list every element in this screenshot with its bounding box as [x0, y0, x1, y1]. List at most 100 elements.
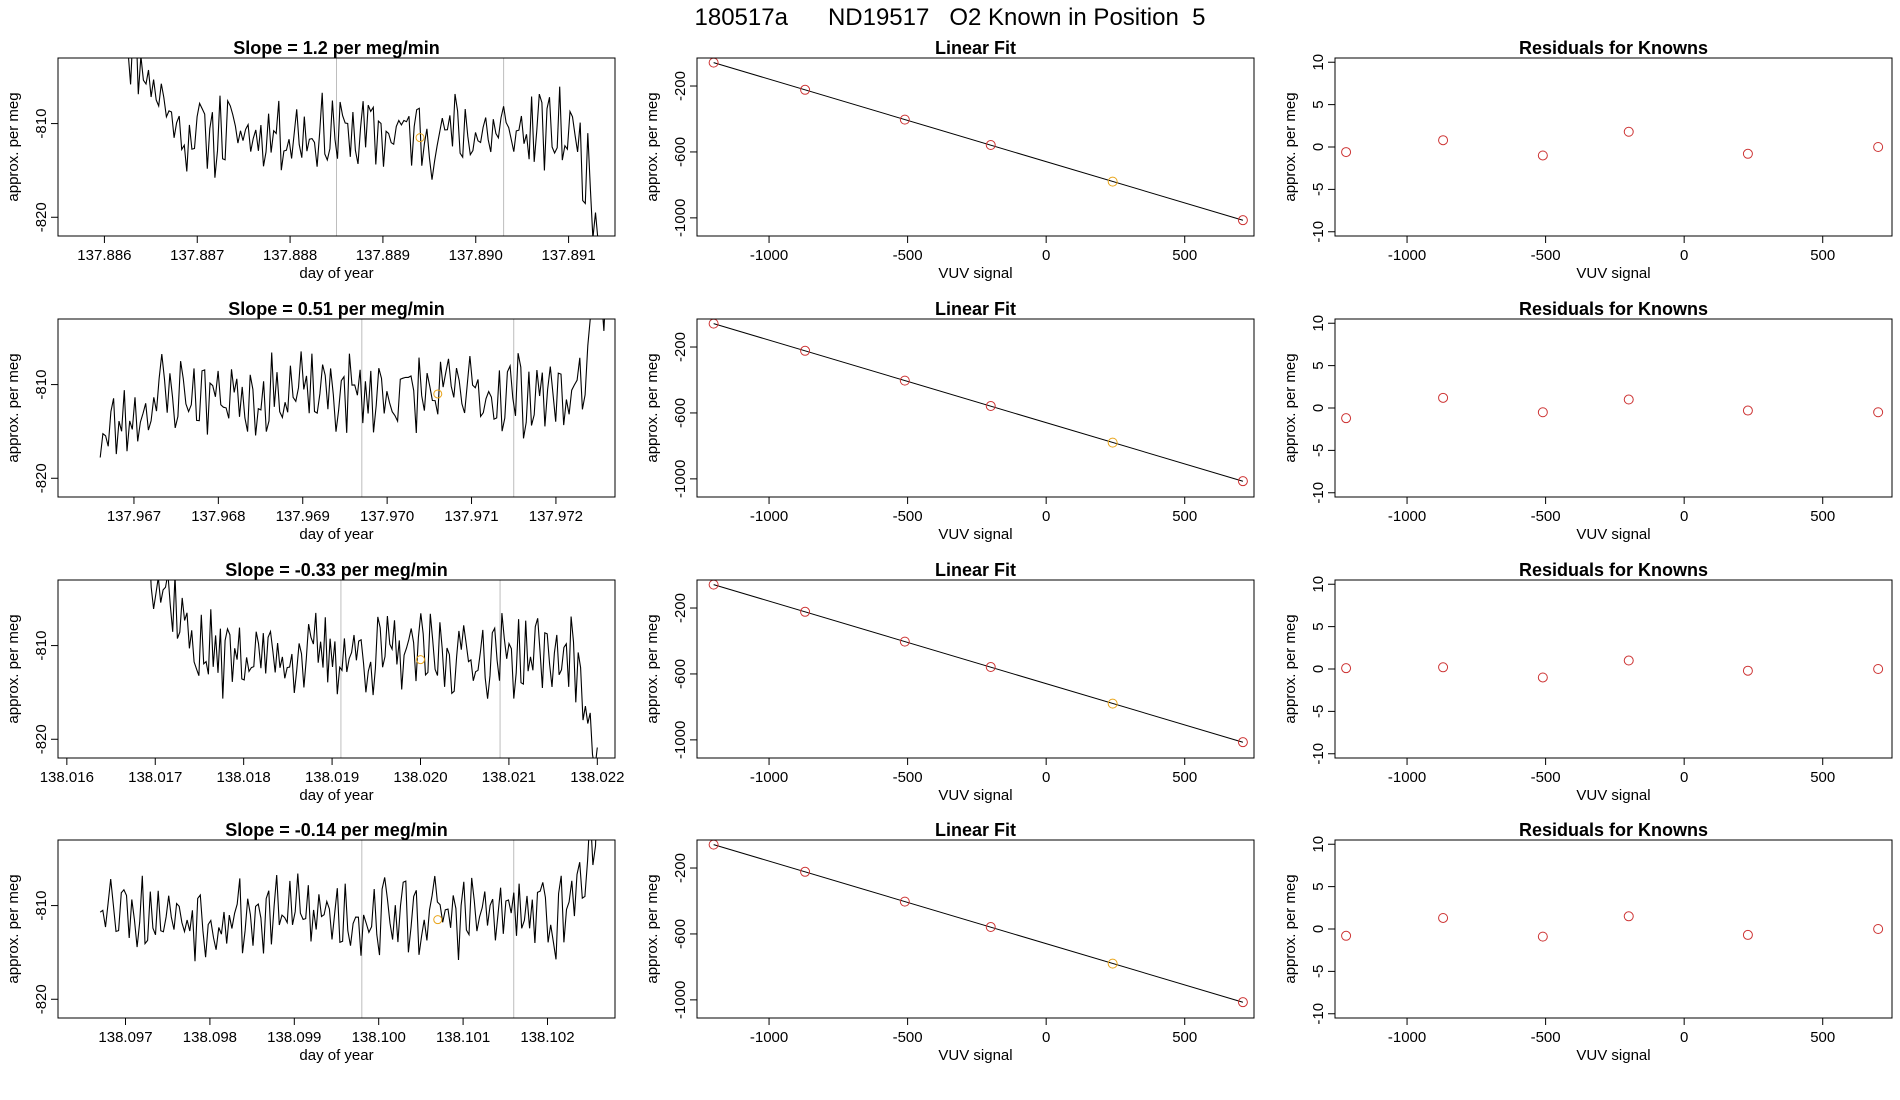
raw-trace-line [150, 580, 598, 758]
y-tick-label: 0 [1310, 925, 1327, 933]
x-tick-label: 138.017 [128, 769, 182, 786]
x-tick-label: -500 [893, 1029, 923, 1046]
panel-r3-c3: Residuals for Knowns -1000 -500 0 500 -10 -5 0 5… [1282, 560, 1893, 804]
panel-r4-c2: Linear Fit -1000 -500 0 500 -200 -600 -1000 VUV … [644, 820, 1255, 1064]
y-tick-label: -1000 [672, 199, 689, 237]
page-title: 180517a ND19517 O2 Known in Position 5 [694, 4, 1206, 31]
y-tick-label: -820 [33, 202, 50, 232]
x-tick-label: -1000 [750, 508, 788, 525]
y-tick-label: -10 [1310, 1003, 1327, 1025]
x-tick-label: -500 [893, 247, 923, 264]
y-tick-label: 5 [1310, 882, 1327, 890]
x-tick-label: 138.019 [305, 769, 359, 786]
y-tick-label: -5 [1310, 183, 1327, 196]
panel-r3-c2: Linear Fit -1000 -500 0 500 -200 -600 -1000 VUV … [644, 560, 1255, 804]
y-tick-label: -1000 [672, 460, 689, 498]
x-tick-label: 138.099 [267, 1029, 321, 1046]
highlight-point [1107, 958, 1118, 969]
panel-title: Slope = -0.33 per meg/min [225, 560, 448, 580]
x-tick-label: 137.887 [170, 247, 224, 264]
data-point [1237, 215, 1248, 226]
data-point [899, 375, 910, 386]
highlight-point [433, 389, 443, 399]
x-tick-label: -1000 [750, 247, 788, 264]
data-point [800, 606, 811, 617]
x-axis-label: VUV signal [1576, 265, 1650, 282]
y-tick-label: -810 [33, 631, 50, 661]
data-point [1742, 148, 1753, 159]
y-tick-label: -10 [1310, 221, 1327, 243]
y-tick-label: -600 [672, 919, 689, 949]
x-axis-label: VUV signal [938, 526, 1012, 543]
y-tick-label: -10 [1310, 743, 1327, 765]
y-axis-label: approx. per meg [5, 874, 22, 983]
x-axis-label: day of year [299, 787, 373, 804]
plot-frame [57, 839, 616, 1019]
y-tick-label: 10 [1310, 54, 1327, 71]
data-point [1623, 911, 1634, 922]
x-tick-label: 138.097 [98, 1029, 152, 1046]
highlight-point [415, 133, 425, 143]
plot-area [1341, 911, 1884, 942]
data-point [800, 84, 811, 95]
panel-title: Residuals for Knowns [1519, 560, 1708, 580]
y-axis-label: approx. per meg [1282, 874, 1299, 983]
data-point [1537, 672, 1548, 683]
plot-area [708, 58, 1248, 226]
y-axis-label: approx. per meg [1282, 92, 1299, 201]
x-tick-label: -500 [1531, 769, 1561, 786]
y-tick-label: -200 [672, 71, 689, 101]
data-point [1623, 394, 1634, 405]
data-point [1623, 655, 1634, 666]
data-point [1742, 929, 1753, 940]
highlight-point [1107, 176, 1118, 187]
panel-title: Residuals for Knowns [1519, 299, 1708, 319]
x-axis-label: VUV signal [1576, 1047, 1650, 1064]
data-point [1341, 413, 1352, 424]
y-tick-label: -5 [1310, 965, 1327, 978]
y-tick-label: -1000 [672, 721, 689, 759]
plot-frame [1334, 579, 1893, 759]
plot-area [150, 580, 598, 758]
y-tick-label: -200 [672, 593, 689, 623]
fit-line [713, 584, 1244, 743]
data-point [800, 866, 811, 877]
y-tick-label: -600 [672, 137, 689, 167]
y-tick-label: 10 [1310, 836, 1327, 853]
highlight-point [415, 655, 425, 665]
x-tick-label: -500 [1531, 508, 1561, 525]
x-tick-label: -1000 [750, 769, 788, 786]
raw-trace-line [127, 58, 599, 236]
data-point [1438, 662, 1449, 673]
x-tick-label: 138.020 [393, 769, 447, 786]
data-point [1438, 392, 1449, 403]
x-tick-label: 0 [1680, 1029, 1688, 1046]
y-tick-label: 10 [1310, 315, 1327, 332]
x-tick-label: 500 [1172, 769, 1197, 786]
x-tick-label: 0 [1042, 508, 1050, 525]
x-axis-label: day of year [299, 526, 373, 543]
fit-line [713, 844, 1244, 1003]
data-point [1438, 135, 1449, 146]
data-point [985, 662, 996, 673]
y-axis-label: approx. per meg [5, 614, 22, 723]
x-tick-label: -500 [1531, 1029, 1561, 1046]
x-tick-label: -500 [893, 508, 923, 525]
x-tick-label: 500 [1172, 247, 1197, 264]
x-tick-label: 137.888 [263, 247, 317, 264]
y-tick-label: -820 [33, 463, 50, 493]
fit-line [713, 323, 1244, 482]
data-point [1873, 664, 1884, 674]
x-axis-label: VUV signal [938, 265, 1012, 282]
plot-frame [1334, 57, 1893, 237]
panel-title: Linear Fit [935, 38, 1016, 58]
data-point [1237, 997, 1248, 1008]
highlight-point [1107, 698, 1118, 709]
x-tick-label: 500 [1172, 508, 1197, 525]
y-axis-label: approx. per meg [644, 614, 661, 723]
x-tick-label: 500 [1172, 1029, 1197, 1046]
plot-area [1341, 655, 1884, 683]
x-axis-label: day of year [299, 265, 373, 282]
panel-title: Linear Fit [935, 820, 1016, 840]
